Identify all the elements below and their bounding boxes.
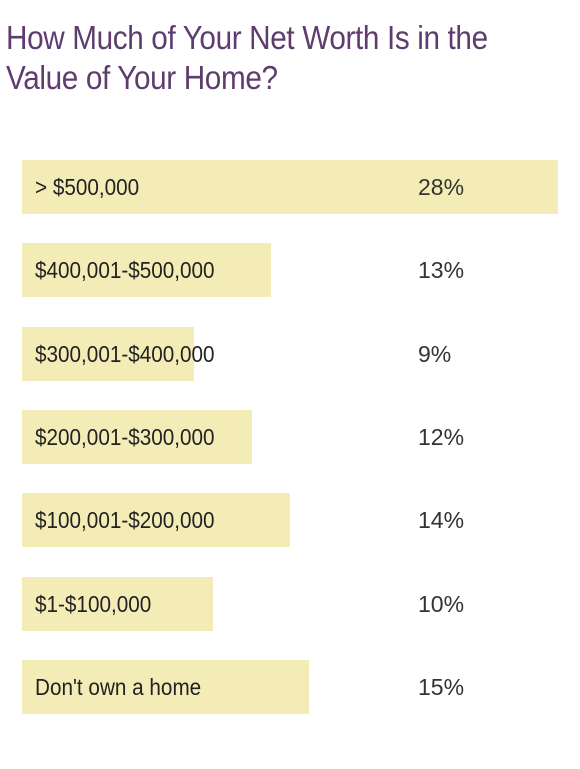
bar-row: $100,001-$200,000 14% [0, 493, 580, 547]
bar [22, 493, 290, 547]
bar [22, 160, 558, 214]
bar-row: $1-$100,000 10% [0, 577, 580, 631]
bar-row: > $500,000 28% [0, 160, 580, 214]
bar-row: $200,001-$300,000 12% [0, 410, 580, 464]
category-label: $400,001-$500,000 [35, 257, 215, 283]
bar [22, 577, 213, 631]
category-label: Don't own a home [35, 674, 202, 700]
category-label: $1-$100,000 [35, 591, 152, 617]
bar [22, 243, 271, 297]
bar-row: $400,001-$500,000 13% [0, 243, 580, 297]
category-label: $300,001-$400,000 [35, 341, 215, 367]
value-label: 28% [418, 174, 465, 200]
value-label: 12% [418, 424, 465, 450]
category-label: $100,001-$200,000 [35, 507, 215, 533]
category-label: > $500,000 [35, 174, 140, 200]
value-label: 13% [418, 257, 465, 283]
bar [22, 410, 252, 464]
value-label: 10% [418, 591, 465, 617]
bar-row: $300,001-$400,000 9% [0, 327, 580, 381]
bar [22, 327, 194, 381]
value-label: 14% [418, 507, 465, 533]
bar-row: Don't own a home 15% [0, 660, 580, 714]
category-label: $200,001-$300,000 [35, 424, 215, 450]
chart-title: How Much of Your Net Worth Is in the Val… [6, 19, 488, 96]
bar [22, 660, 309, 714]
value-label: 9% [418, 341, 452, 367]
value-label: 15% [418, 674, 465, 700]
